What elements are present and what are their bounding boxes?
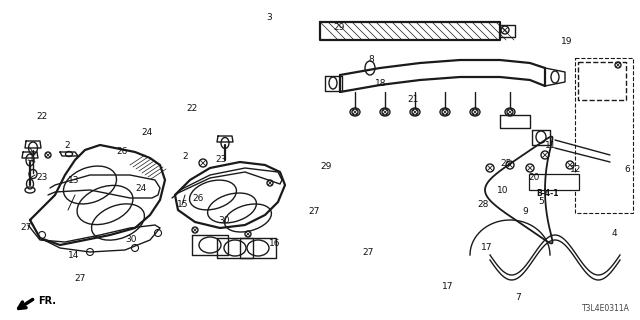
- Text: 11: 11: [545, 141, 556, 150]
- Text: 29: 29: [333, 23, 345, 32]
- Text: 15: 15: [177, 200, 188, 209]
- Text: 5: 5: [538, 197, 543, 206]
- Text: 26: 26: [193, 194, 204, 203]
- Text: T3L4E0311A: T3L4E0311A: [582, 304, 630, 313]
- FancyBboxPatch shape: [529, 174, 579, 190]
- Text: 26: 26: [116, 148, 127, 156]
- Text: 29: 29: [321, 162, 332, 171]
- Text: 23: 23: [36, 173, 47, 182]
- Text: 20: 20: [529, 173, 540, 182]
- Text: 1: 1: [29, 154, 35, 163]
- Text: 2: 2: [183, 152, 188, 161]
- Bar: [575, 58, 633, 213]
- Text: 25: 25: [500, 159, 511, 168]
- Text: 27: 27: [362, 248, 374, 257]
- Text: 27: 27: [74, 274, 86, 283]
- Text: 14: 14: [68, 252, 79, 260]
- Text: 2: 2: [65, 141, 70, 150]
- Text: 13: 13: [68, 176, 79, 185]
- Text: 18: 18: [375, 79, 387, 88]
- Text: 12: 12: [570, 165, 582, 174]
- Text: FR.: FR.: [38, 296, 56, 306]
- Text: 23: 23: [215, 156, 227, 164]
- Text: 9: 9: [522, 207, 527, 216]
- Text: 8: 8: [369, 55, 374, 64]
- Text: 10: 10: [497, 186, 508, 195]
- Text: 4: 4: [612, 229, 617, 238]
- Text: 28: 28: [477, 200, 489, 209]
- Text: 6: 6: [625, 165, 630, 174]
- Text: 17: 17: [481, 244, 492, 252]
- Text: 22: 22: [186, 104, 198, 113]
- Text: 16: 16: [269, 239, 281, 248]
- Text: 21: 21: [407, 95, 419, 104]
- Text: 24: 24: [141, 128, 153, 137]
- Text: 3: 3: [266, 13, 271, 22]
- Text: 7: 7: [516, 293, 521, 302]
- Text: B‑4‑1: B‑4‑1: [536, 189, 559, 198]
- Text: 17: 17: [442, 282, 454, 291]
- Text: 22: 22: [36, 112, 47, 121]
- Text: 30: 30: [218, 216, 230, 225]
- Text: 27: 27: [308, 207, 319, 216]
- Text: 27: 27: [20, 223, 31, 232]
- Text: 19: 19: [561, 37, 572, 46]
- Text: 30: 30: [125, 236, 137, 244]
- Text: 24: 24: [135, 184, 147, 193]
